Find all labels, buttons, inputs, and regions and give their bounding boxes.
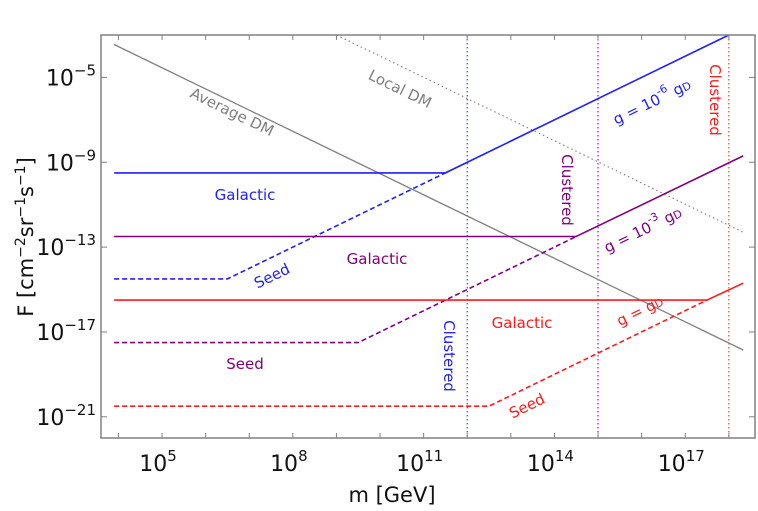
x-tick-label: 1011 [396, 447, 443, 477]
local-dm-line [336, 34, 744, 233]
annotation-clustered: Clustered [707, 64, 725, 136]
annotation-clustered: Clustered [441, 320, 459, 392]
purple-seed-line [114, 235, 577, 344]
annotation-local-dm: Local DM [366, 66, 435, 112]
purple-galactic-line [114, 155, 744, 238]
annotations: Average DM Local DMGalacticSeedGalacticSe… [187, 64, 724, 422]
annotation-average-dm: Average DM [187, 84, 277, 140]
x-axis-label: m [GeV] [348, 483, 435, 507]
x-tick-label: 1014 [527, 447, 574, 477]
y-tick-label: 10−9 [46, 146, 96, 176]
annotation-g-10: g = 10-3 gD [599, 200, 684, 256]
annotation-g-10: g = 10-6 gD [608, 72, 693, 128]
average-dm-line [113, 43, 744, 351]
y-tick-label: 10−17 [36, 316, 96, 346]
annotation-galactic: Galactic [215, 186, 276, 204]
x-tick-label: 105 [139, 447, 177, 477]
y-axis-label: F [cm−2sr−1s−1] [13, 157, 38, 317]
y-tick-label: 10−13 [36, 231, 96, 261]
red-seed-line [114, 299, 708, 407]
axes: 105 108 1011 1014 1017 10−5 10−9 10−13 10−17 10−2… [36, 35, 755, 477]
plot-area [113, 34, 744, 438]
y-tick-label: 10−5 [46, 61, 96, 91]
blue-seed-line [114, 172, 446, 280]
plot-frame [100, 34, 756, 439]
x-tick-label: 1017 [658, 447, 705, 477]
x-tick-label: 108 [270, 447, 308, 477]
y-tick-label: 10−21 [36, 401, 96, 431]
annotation-clustered: Clustered [559, 154, 577, 226]
annotation-seed: Seed [226, 355, 264, 373]
annotation-galactic: Galactic [347, 250, 408, 268]
annotation-galactic: Galactic [492, 314, 553, 332]
